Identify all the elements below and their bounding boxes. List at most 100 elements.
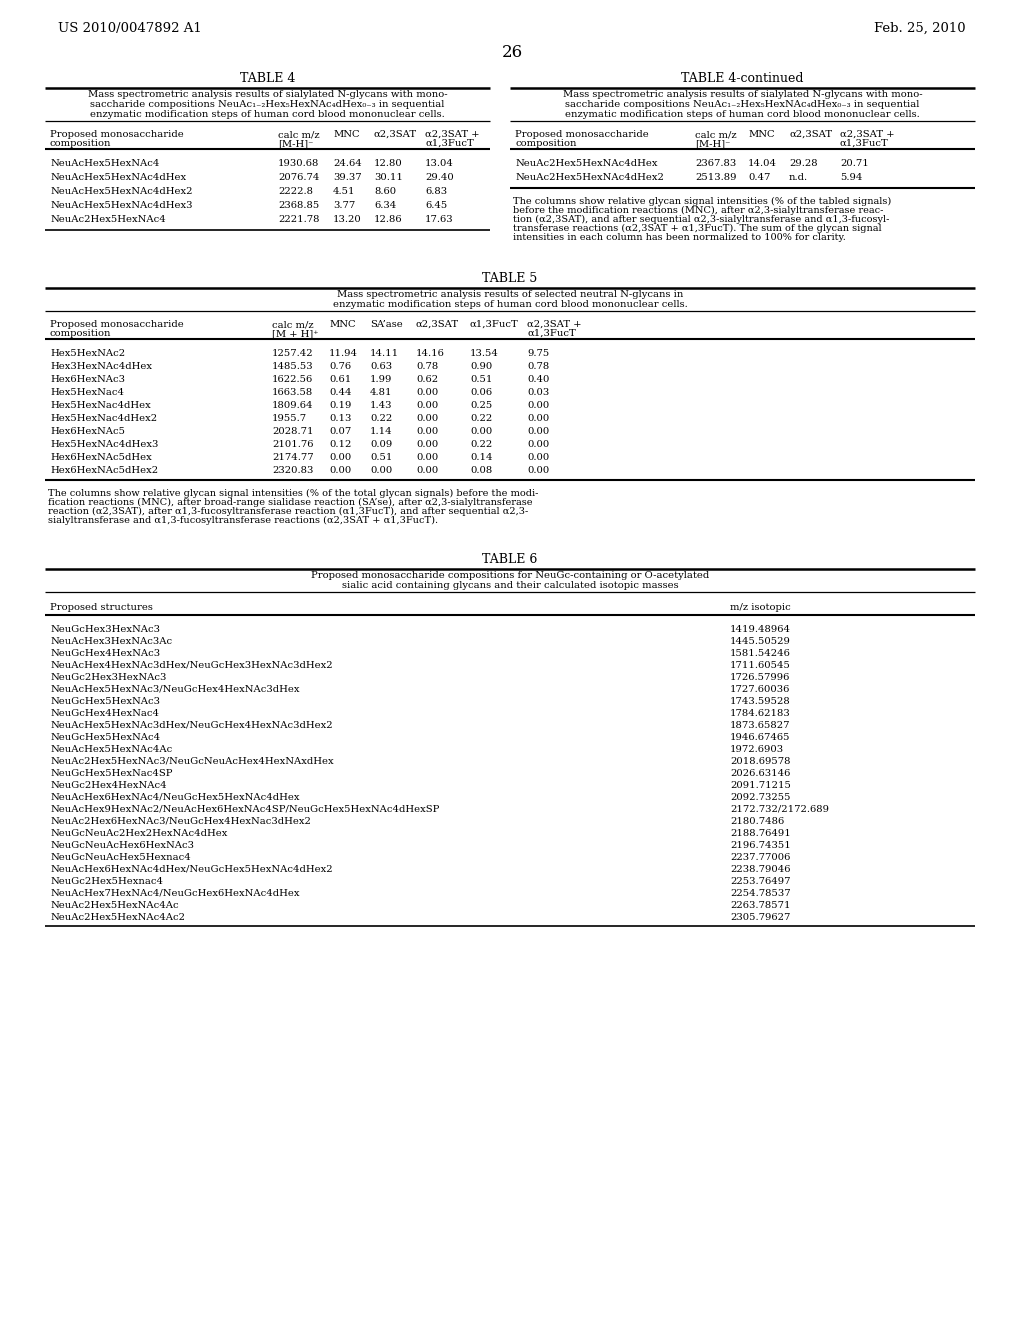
Text: 0.00: 0.00 <box>370 466 392 475</box>
Text: 2305.79627: 2305.79627 <box>730 913 791 921</box>
Text: MNC: MNC <box>333 129 359 139</box>
Text: composition: composition <box>50 329 112 338</box>
Text: saccharide compositions NeuAc₁₋₂Hex₅HexNAc₄dHex₀₋₃ in sequential: saccharide compositions NeuAc₁₋₂Hex₅HexN… <box>90 100 444 110</box>
Text: 6.45: 6.45 <box>425 201 447 210</box>
Text: calc m/z: calc m/z <box>278 129 319 139</box>
Text: α2,3SAT +: α2,3SAT + <box>527 319 582 329</box>
Text: 0.00: 0.00 <box>329 453 351 462</box>
Text: enzymatic modification steps of human cord blood mononuclear cells.: enzymatic modification steps of human co… <box>90 110 444 119</box>
Text: The columns show relative glycan signal intensities (% of the total glycan signa: The columns show relative glycan signal … <box>48 488 539 498</box>
Text: 2092.73255: 2092.73255 <box>730 793 791 803</box>
Text: 0.19: 0.19 <box>329 401 351 411</box>
Text: 0.62: 0.62 <box>416 375 438 384</box>
Text: 0.00: 0.00 <box>329 466 351 475</box>
Text: 12.86: 12.86 <box>374 215 402 224</box>
Text: 1445.50529: 1445.50529 <box>730 638 791 645</box>
Text: 20.71: 20.71 <box>840 158 868 168</box>
Text: 2091.71215: 2091.71215 <box>730 781 791 789</box>
Text: NeuGcHex4HexNac4: NeuGcHex4HexNac4 <box>50 709 159 718</box>
Text: Hex6HexNAc5dHex2: Hex6HexNAc5dHex2 <box>50 466 158 475</box>
Text: 0.51: 0.51 <box>470 375 493 384</box>
Text: 0.40: 0.40 <box>527 375 549 384</box>
Text: 1663.58: 1663.58 <box>272 388 313 397</box>
Text: 4.51: 4.51 <box>333 187 355 195</box>
Text: NeuAcHex7HexNAc4/NeuGcHex6HexNAc4dHex: NeuAcHex7HexNAc4/NeuGcHex6HexNAc4dHex <box>50 888 299 898</box>
Text: enzymatic modification steps of human cord blood mononuclear cells.: enzymatic modification steps of human co… <box>565 110 920 119</box>
Text: 29.28: 29.28 <box>790 158 817 168</box>
Text: sialic acid containing glycans and their calculated isotopic masses: sialic acid containing glycans and their… <box>342 581 678 590</box>
Text: 0.00: 0.00 <box>416 466 438 475</box>
Text: NeuGcNeuAcHex6HexNAc3: NeuGcNeuAcHex6HexNAc3 <box>50 841 194 850</box>
Text: NeuGcHex3HexNAc3: NeuGcHex3HexNAc3 <box>50 624 160 634</box>
Text: US 2010/0047892 A1: US 2010/0047892 A1 <box>58 22 202 36</box>
Text: 2101.76: 2101.76 <box>272 440 313 449</box>
Text: 2254.78537: 2254.78537 <box>730 888 791 898</box>
Text: 24.64: 24.64 <box>333 158 361 168</box>
Text: 1972.6903: 1972.6903 <box>730 744 784 754</box>
Text: NeuAcHex3HexNAc3Ac: NeuAcHex3HexNAc3Ac <box>50 638 172 645</box>
Text: NeuAcHex5HexNAc4dHex2: NeuAcHex5HexNAc4dHex2 <box>50 187 193 195</box>
Text: fication reactions (MNC), after broad-range sialidase reaction (SA’se), after α2: fication reactions (MNC), after broad-ra… <box>48 498 532 507</box>
Text: 0.51: 0.51 <box>370 453 392 462</box>
Text: 0.22: 0.22 <box>470 414 493 422</box>
Text: 2174.77: 2174.77 <box>272 453 313 462</box>
Text: 0.78: 0.78 <box>527 362 549 371</box>
Text: NeuAcHex5HexNAc4dHex: NeuAcHex5HexNAc4dHex <box>50 173 186 182</box>
Text: 0.00: 0.00 <box>416 414 438 422</box>
Text: NeuGc2Hex5Hexnac4: NeuGc2Hex5Hexnac4 <box>50 876 163 886</box>
Text: Hex6HexNAc3: Hex6HexNAc3 <box>50 375 125 384</box>
Text: [M-H]⁻: [M-H]⁻ <box>278 139 313 148</box>
Text: 2238.79046: 2238.79046 <box>730 865 791 874</box>
Text: NeuGcNeuAc2Hex2HexNAc4dHex: NeuGcNeuAc2Hex2HexNAc4dHex <box>50 829 227 838</box>
Text: NeuGcNeuAcHex5Hexnac4: NeuGcNeuAcHex5Hexnac4 <box>50 853 190 862</box>
Text: transferase reactions (α2,3SAT + α1,3FucT). The sum of the glycan signal: transferase reactions (α2,3SAT + α1,3Fuc… <box>513 224 882 234</box>
Text: 1946.67465: 1946.67465 <box>730 733 791 742</box>
Text: NeuGc2Hex4HexNAc4: NeuGc2Hex4HexNAc4 <box>50 781 167 789</box>
Text: 1930.68: 1930.68 <box>278 158 319 168</box>
Text: 0.03: 0.03 <box>527 388 549 397</box>
Text: 6.34: 6.34 <box>374 201 396 210</box>
Text: Mass spectrometric analysis results of sialylated N-glycans with mono-: Mass spectrometric analysis results of s… <box>88 90 447 99</box>
Text: 1.99: 1.99 <box>370 375 392 384</box>
Text: α2,3SAT: α2,3SAT <box>374 129 417 139</box>
Text: NeuAcHex5HexNAc4Ac: NeuAcHex5HexNAc4Ac <box>50 744 172 754</box>
Text: 2028.71: 2028.71 <box>272 426 313 436</box>
Text: 0.61: 0.61 <box>329 375 351 384</box>
Text: 26: 26 <box>502 44 522 61</box>
Text: 11.94: 11.94 <box>329 348 358 358</box>
Text: 2026.63146: 2026.63146 <box>730 770 791 777</box>
Text: α2,3SAT: α2,3SAT <box>416 319 459 329</box>
Text: calc m/z: calc m/z <box>695 129 736 139</box>
Text: NeuAc2Hex5HexNAc4dHex2: NeuAc2Hex5HexNAc4dHex2 <box>515 173 664 182</box>
Text: 1955.7: 1955.7 <box>272 414 307 422</box>
Text: 1622.56: 1622.56 <box>272 375 313 384</box>
Text: 14.04: 14.04 <box>748 158 777 168</box>
Text: 0.08: 0.08 <box>470 466 493 475</box>
Text: 2188.76491: 2188.76491 <box>730 829 791 838</box>
Text: NeuAcHex6HexNAc4/NeuGcHex5HexNAc4dHex: NeuAcHex6HexNAc4/NeuGcHex5HexNAc4dHex <box>50 793 299 803</box>
Text: NeuAcHex9HexNAc2/NeuAcHex6HexNAc4SP/NeuGcHex5HexNAc4dHexSP: NeuAcHex9HexNAc2/NeuAcHex6HexNAc4SP/NeuG… <box>50 805 439 814</box>
Text: before the modification reactions (MNC), after α2,3-sialyltransferase reac-: before the modification reactions (MNC),… <box>513 206 884 215</box>
Text: NeuAc2Hex5HexNAc3/NeuGcNeuAcHex4HexNAxdHex: NeuAc2Hex5HexNAc3/NeuGcNeuAcHex4HexNAxdH… <box>50 756 334 766</box>
Text: Hex5HexNAc2: Hex5HexNAc2 <box>50 348 125 358</box>
Text: NeuGcHex4HexNAc3: NeuGcHex4HexNAc3 <box>50 649 160 657</box>
Text: 12.80: 12.80 <box>374 158 402 168</box>
Text: 2180.7486: 2180.7486 <box>730 817 784 826</box>
Text: 6.83: 6.83 <box>425 187 447 195</box>
Text: NeuAc2Hex5HexNAc4Ac: NeuAc2Hex5HexNAc4Ac <box>50 902 178 909</box>
Text: TABLE 4: TABLE 4 <box>240 73 295 84</box>
Text: composition: composition <box>515 139 577 148</box>
Text: reaction (α2,3SAT), after α1,3-fucosyltransferase reaction (α1,3FucT), and after: reaction (α2,3SAT), after α1,3-fucosyltr… <box>48 507 528 516</box>
Text: 2263.78571: 2263.78571 <box>730 902 791 909</box>
Text: 0.78: 0.78 <box>416 362 438 371</box>
Text: Hex6HexNAc5: Hex6HexNAc5 <box>50 426 125 436</box>
Text: α2,3SAT +: α2,3SAT + <box>840 129 895 139</box>
Text: 2368.85: 2368.85 <box>278 201 319 210</box>
Text: NeuAc2Hex5HexNAc4dHex: NeuAc2Hex5HexNAc4dHex <box>515 158 657 168</box>
Text: NeuGcHex5HexNAc4: NeuGcHex5HexNAc4 <box>50 733 160 742</box>
Text: 1257.42: 1257.42 <box>272 348 313 358</box>
Text: 0.00: 0.00 <box>527 466 549 475</box>
Text: 1.43: 1.43 <box>370 401 392 411</box>
Text: NeuAcHex5HexNAc3dHex/NeuGcHex4HexNAc3dHex2: NeuAcHex5HexNAc3dHex/NeuGcHex4HexNAc3dHe… <box>50 721 333 730</box>
Text: Proposed monosaccharide: Proposed monosaccharide <box>515 129 649 139</box>
